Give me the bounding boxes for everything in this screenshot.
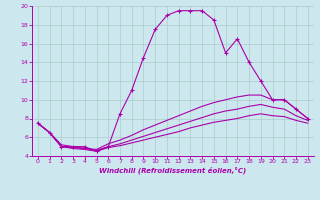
X-axis label: Windchill (Refroidissement éolien,°C): Windchill (Refroidissement éolien,°C) [99,167,246,174]
